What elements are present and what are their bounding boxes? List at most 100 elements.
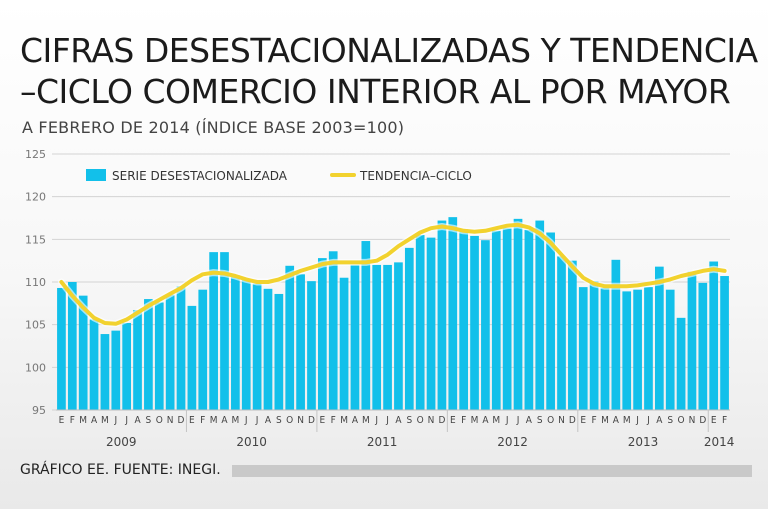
bar: [470, 235, 479, 410]
bar: [687, 271, 697, 410]
trend-line: [59, 222, 727, 326]
month-label: O: [417, 415, 424, 426]
bar: [633, 289, 642, 410]
month-label: M: [362, 415, 370, 426]
bar: [176, 286, 186, 410]
bar: [404, 247, 414, 410]
month-label: O: [286, 415, 293, 426]
bar: [459, 229, 469, 410]
bar: [67, 282, 77, 410]
bar: [285, 265, 295, 410]
y-tick-label: 105: [25, 319, 46, 332]
month-label: O: [547, 415, 554, 426]
bar: [622, 291, 632, 410]
bar: [448, 217, 458, 410]
month-label: J: [255, 415, 259, 426]
month-label: M: [471, 415, 479, 426]
legend-label-bars: SERIE DESESTACIONALIZADA: [112, 169, 288, 183]
month-label: F: [592, 415, 597, 426]
bar: [307, 281, 316, 410]
bar: [274, 293, 284, 410]
bar: [426, 237, 436, 410]
month-label: F: [722, 415, 727, 426]
bar: [502, 228, 512, 410]
month-label: A: [221, 415, 228, 426]
month-label: E: [189, 415, 195, 426]
year-label: 2013: [628, 435, 659, 449]
bar: [698, 282, 708, 410]
month-label: M: [623, 415, 631, 426]
bar: [220, 252, 229, 410]
bar: [676, 317, 686, 410]
year-label: 2011: [367, 435, 398, 449]
bar: [372, 264, 382, 410]
bar: [57, 287, 66, 410]
month-label: J: [646, 415, 650, 426]
year-label: 2010: [236, 435, 267, 449]
bar: [394, 262, 403, 410]
bar: [209, 252, 218, 410]
bar: [535, 220, 545, 410]
month-label: M: [79, 415, 87, 426]
bar: [491, 230, 501, 410]
bar: [144, 299, 153, 410]
month-label: F: [70, 415, 75, 426]
month-label: J: [516, 415, 520, 426]
month-label: A: [395, 415, 402, 426]
bar: [568, 260, 577, 410]
month-label: A: [526, 415, 533, 426]
bar: [665, 289, 675, 410]
bar: [361, 241, 371, 410]
bar: [557, 256, 566, 410]
month-label: S: [276, 415, 282, 426]
bar: [720, 276, 729, 410]
y-tick-label: 95: [32, 404, 46, 417]
month-label: E: [580, 415, 586, 426]
month-label: E: [59, 415, 65, 426]
bar: [165, 294, 175, 410]
month-label: J: [124, 415, 128, 426]
bar: [383, 264, 392, 410]
month-label: A: [613, 415, 620, 426]
bar: [111, 330, 121, 410]
month-label: D: [569, 415, 576, 426]
year-label: 2009: [106, 435, 137, 449]
month-label: D: [438, 415, 445, 426]
bar: [133, 310, 142, 410]
year-label: 2014: [704, 435, 735, 449]
month-label: A: [134, 415, 141, 426]
bar: [231, 275, 240, 410]
source-credit: GRÁFICO EE. FUENTE: INEGI.: [20, 462, 221, 478]
chart-subtitle: A FEBRERO DE 2014 (ÍNDICE BASE 2003=100): [22, 118, 405, 137]
month-label: M: [601, 415, 609, 426]
bar: [654, 266, 664, 410]
month-label: A: [265, 415, 272, 426]
bar: [78, 295, 88, 410]
month-label: A: [482, 415, 489, 426]
bar: [252, 283, 262, 410]
month-label: F: [200, 415, 205, 426]
bar: [187, 305, 197, 410]
month-label: M: [101, 415, 109, 426]
bar: [600, 287, 610, 410]
month-label: N: [689, 415, 696, 426]
month-label: O: [156, 415, 163, 426]
legend-swatch-bars: [86, 169, 106, 181]
footer-rule: [232, 465, 752, 477]
month-label: S: [537, 415, 543, 426]
month-label: D: [308, 415, 315, 426]
bar: [437, 220, 447, 410]
month-label: N: [428, 415, 435, 426]
month-label: J: [505, 415, 509, 426]
month-label: E: [711, 415, 717, 426]
legend-label-line: TENDENCIA–CICLO: [359, 169, 472, 183]
bar: [546, 232, 555, 410]
month-label: N: [167, 415, 174, 426]
month-label: N: [297, 415, 304, 426]
month-label: A: [656, 415, 663, 426]
month-label: J: [113, 415, 117, 426]
bar: [350, 264, 360, 410]
chart-title: CIFRAS DESESTACIONALIZADAS Y TENDENCIA –…: [20, 31, 758, 111]
bar: [709, 261, 719, 410]
year-label: 2012: [497, 435, 528, 449]
